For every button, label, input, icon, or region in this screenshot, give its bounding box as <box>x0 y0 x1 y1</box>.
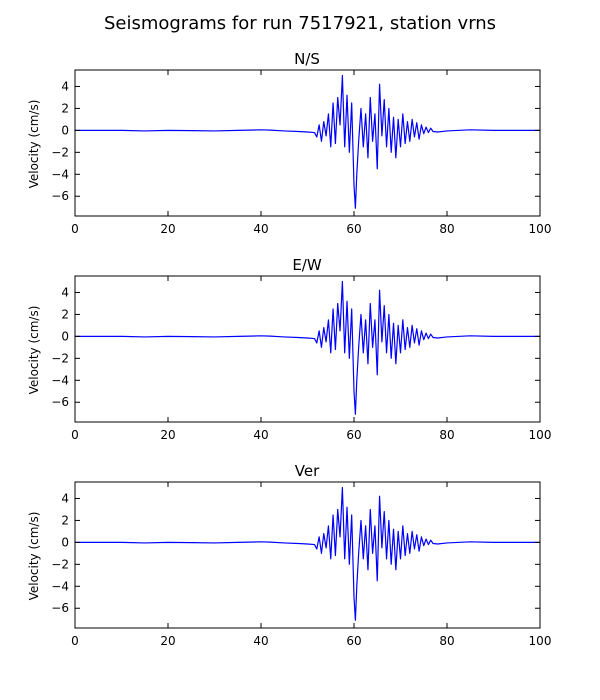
plot-area: 0 20 40 60 80 100 −6 −4 −2 0 2 4 <box>51 275 552 442</box>
panel-ew: E/W Velocity (cm/s) 0 20 40 60 80 100 −6 −4 −2 0 2… <box>27 256 551 442</box>
y-tick-label: 4 <box>61 491 69 505</box>
y-tick-label: 0 <box>61 123 69 137</box>
x-tick-label: 20 <box>160 428 175 442</box>
y-tick-label: −4 <box>51 579 69 593</box>
panel-title: Ver <box>295 462 320 480</box>
y-axis-label: Velocity (cm/s) <box>27 512 41 601</box>
axes-frame <box>74 275 541 423</box>
x-tick-label: 20 <box>160 634 175 648</box>
x-tick-label: 40 <box>253 222 268 236</box>
y-tick-label: −4 <box>51 167 69 181</box>
panel-ns: N/S Velocity (cm/s) 0 20 40 60 80 100 −6 −4 −2 0 2… <box>27 50 551 236</box>
x-tick-label: 60 <box>346 428 361 442</box>
plot-area: 0 20 40 60 80 100 −6 −4 −2 0 2 4 <box>51 481 552 648</box>
x-tick-label: 40 <box>253 634 268 648</box>
panel-ver: Ver Velocity (cm/s) 0 20 40 60 80 100 −6 −4 −2 0 2… <box>27 462 551 648</box>
y-tick-label: −2 <box>51 145 69 159</box>
figure-title: Seismograms for run 7517921, station vrn… <box>104 13 496 34</box>
x-tick-label: 80 <box>439 428 454 442</box>
y-tick-label: −6 <box>51 189 69 203</box>
x-tick-label: 60 <box>346 222 361 236</box>
y-tick-label: −2 <box>51 351 69 365</box>
plot-area: 0 20 40 60 80 100 −6 −4 −2 0 2 4 <box>51 69 552 236</box>
x-tick-label: 0 <box>71 222 79 236</box>
x-tick-label: 80 <box>439 222 454 236</box>
y-tick-label: −6 <box>51 601 69 615</box>
series-line <box>75 486 540 621</box>
x-tick-label: 100 <box>529 222 552 236</box>
x-tick-label: 100 <box>529 634 552 648</box>
x-tick-label: 0 <box>71 634 79 648</box>
y-tick-label: 4 <box>61 79 69 93</box>
x-tick-label: 20 <box>160 222 175 236</box>
x-tick-label: 80 <box>439 634 454 648</box>
y-tick-label: −2 <box>51 557 69 571</box>
panel-title: E/W <box>292 256 322 274</box>
series-line <box>75 74 540 209</box>
x-tick-label: 60 <box>346 634 361 648</box>
axes-frame <box>74 69 541 217</box>
axes-frame <box>74 481 541 629</box>
series-line <box>75 280 540 415</box>
y-tick-label: 4 <box>61 285 69 299</box>
y-tick-label: 2 <box>61 101 69 115</box>
y-tick-label: −4 <box>51 373 69 387</box>
y-tick-label: 0 <box>61 329 69 343</box>
x-tick-label: 100 <box>529 428 552 442</box>
y-axis-label: Velocity (cm/s) <box>27 100 41 189</box>
y-axis-label: Velocity (cm/s) <box>27 306 41 395</box>
y-tick-label: 2 <box>61 307 69 321</box>
panel-title: N/S <box>294 50 320 68</box>
y-tick-label: −6 <box>51 395 69 409</box>
x-tick-label: 0 <box>71 428 79 442</box>
y-tick-label: 2 <box>61 513 69 527</box>
y-tick-label: 0 <box>61 535 69 549</box>
x-tick-label: 40 <box>253 428 268 442</box>
